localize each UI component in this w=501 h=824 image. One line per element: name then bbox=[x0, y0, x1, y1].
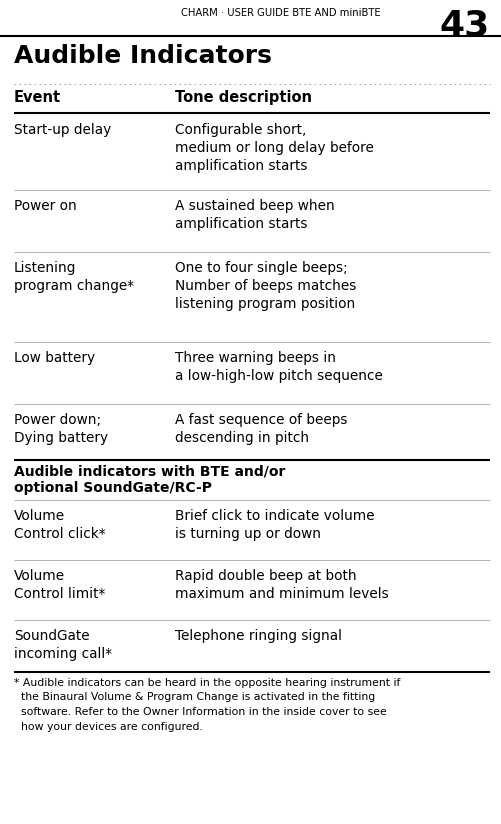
Text: the Binaural Volume & Program Change is activated in the fitting: the Binaural Volume & Program Change is … bbox=[14, 692, 375, 703]
Text: Telephone ringing signal: Telephone ringing signal bbox=[175, 629, 341, 643]
Text: optional SoundGate/RC-P: optional SoundGate/RC-P bbox=[14, 481, 211, 495]
Text: Rapid double beep at both
maximum and minimum levels: Rapid double beep at both maximum and mi… bbox=[175, 569, 388, 601]
Text: Audible indicators with BTE and/or: Audible indicators with BTE and/or bbox=[14, 464, 285, 478]
Text: Tone description: Tone description bbox=[175, 90, 312, 105]
Text: A sustained beep when
amplification starts: A sustained beep when amplification star… bbox=[175, 199, 334, 231]
Text: software. Refer to the Owner Information in the inside cover to see: software. Refer to the Owner Information… bbox=[14, 707, 386, 717]
Text: Listening
program change*: Listening program change* bbox=[14, 261, 134, 293]
Text: Start-up delay: Start-up delay bbox=[14, 123, 111, 137]
Text: Power down;
Dying battery: Power down; Dying battery bbox=[14, 413, 108, 445]
Text: * Audible indicators can be heard in the opposite hearing instrument if: * Audible indicators can be heard in the… bbox=[14, 678, 400, 688]
Text: Volume
Control click*: Volume Control click* bbox=[14, 509, 105, 541]
Text: Power on: Power on bbox=[14, 199, 77, 213]
Text: Event: Event bbox=[14, 90, 61, 105]
Text: Volume
Control limit*: Volume Control limit* bbox=[14, 569, 105, 601]
Text: CHARM · USER GUIDE BTE AND miniBTE: CHARM · USER GUIDE BTE AND miniBTE bbox=[181, 8, 380, 18]
Text: 43: 43 bbox=[439, 8, 489, 42]
Text: SoundGate
incoming call*: SoundGate incoming call* bbox=[14, 629, 112, 661]
Text: Audible Indicators: Audible Indicators bbox=[14, 44, 272, 68]
Text: Low battery: Low battery bbox=[14, 351, 95, 365]
Text: A fast sequence of beeps
descending in pitch: A fast sequence of beeps descending in p… bbox=[175, 413, 347, 445]
Text: Brief click to indicate volume
is turning up or down: Brief click to indicate volume is turnin… bbox=[175, 509, 374, 541]
Text: Three warning beeps in
a low-high-low pitch sequence: Three warning beeps in a low-high-low pi… bbox=[175, 351, 382, 383]
Text: Configurable short,
medium or long delay before
amplification starts: Configurable short, medium or long delay… bbox=[175, 123, 373, 173]
Text: how your devices are configured.: how your devices are configured. bbox=[14, 722, 202, 732]
Text: One to four single beeps;
Number of beeps matches
listening program position: One to four single beeps; Number of beep… bbox=[175, 261, 356, 311]
